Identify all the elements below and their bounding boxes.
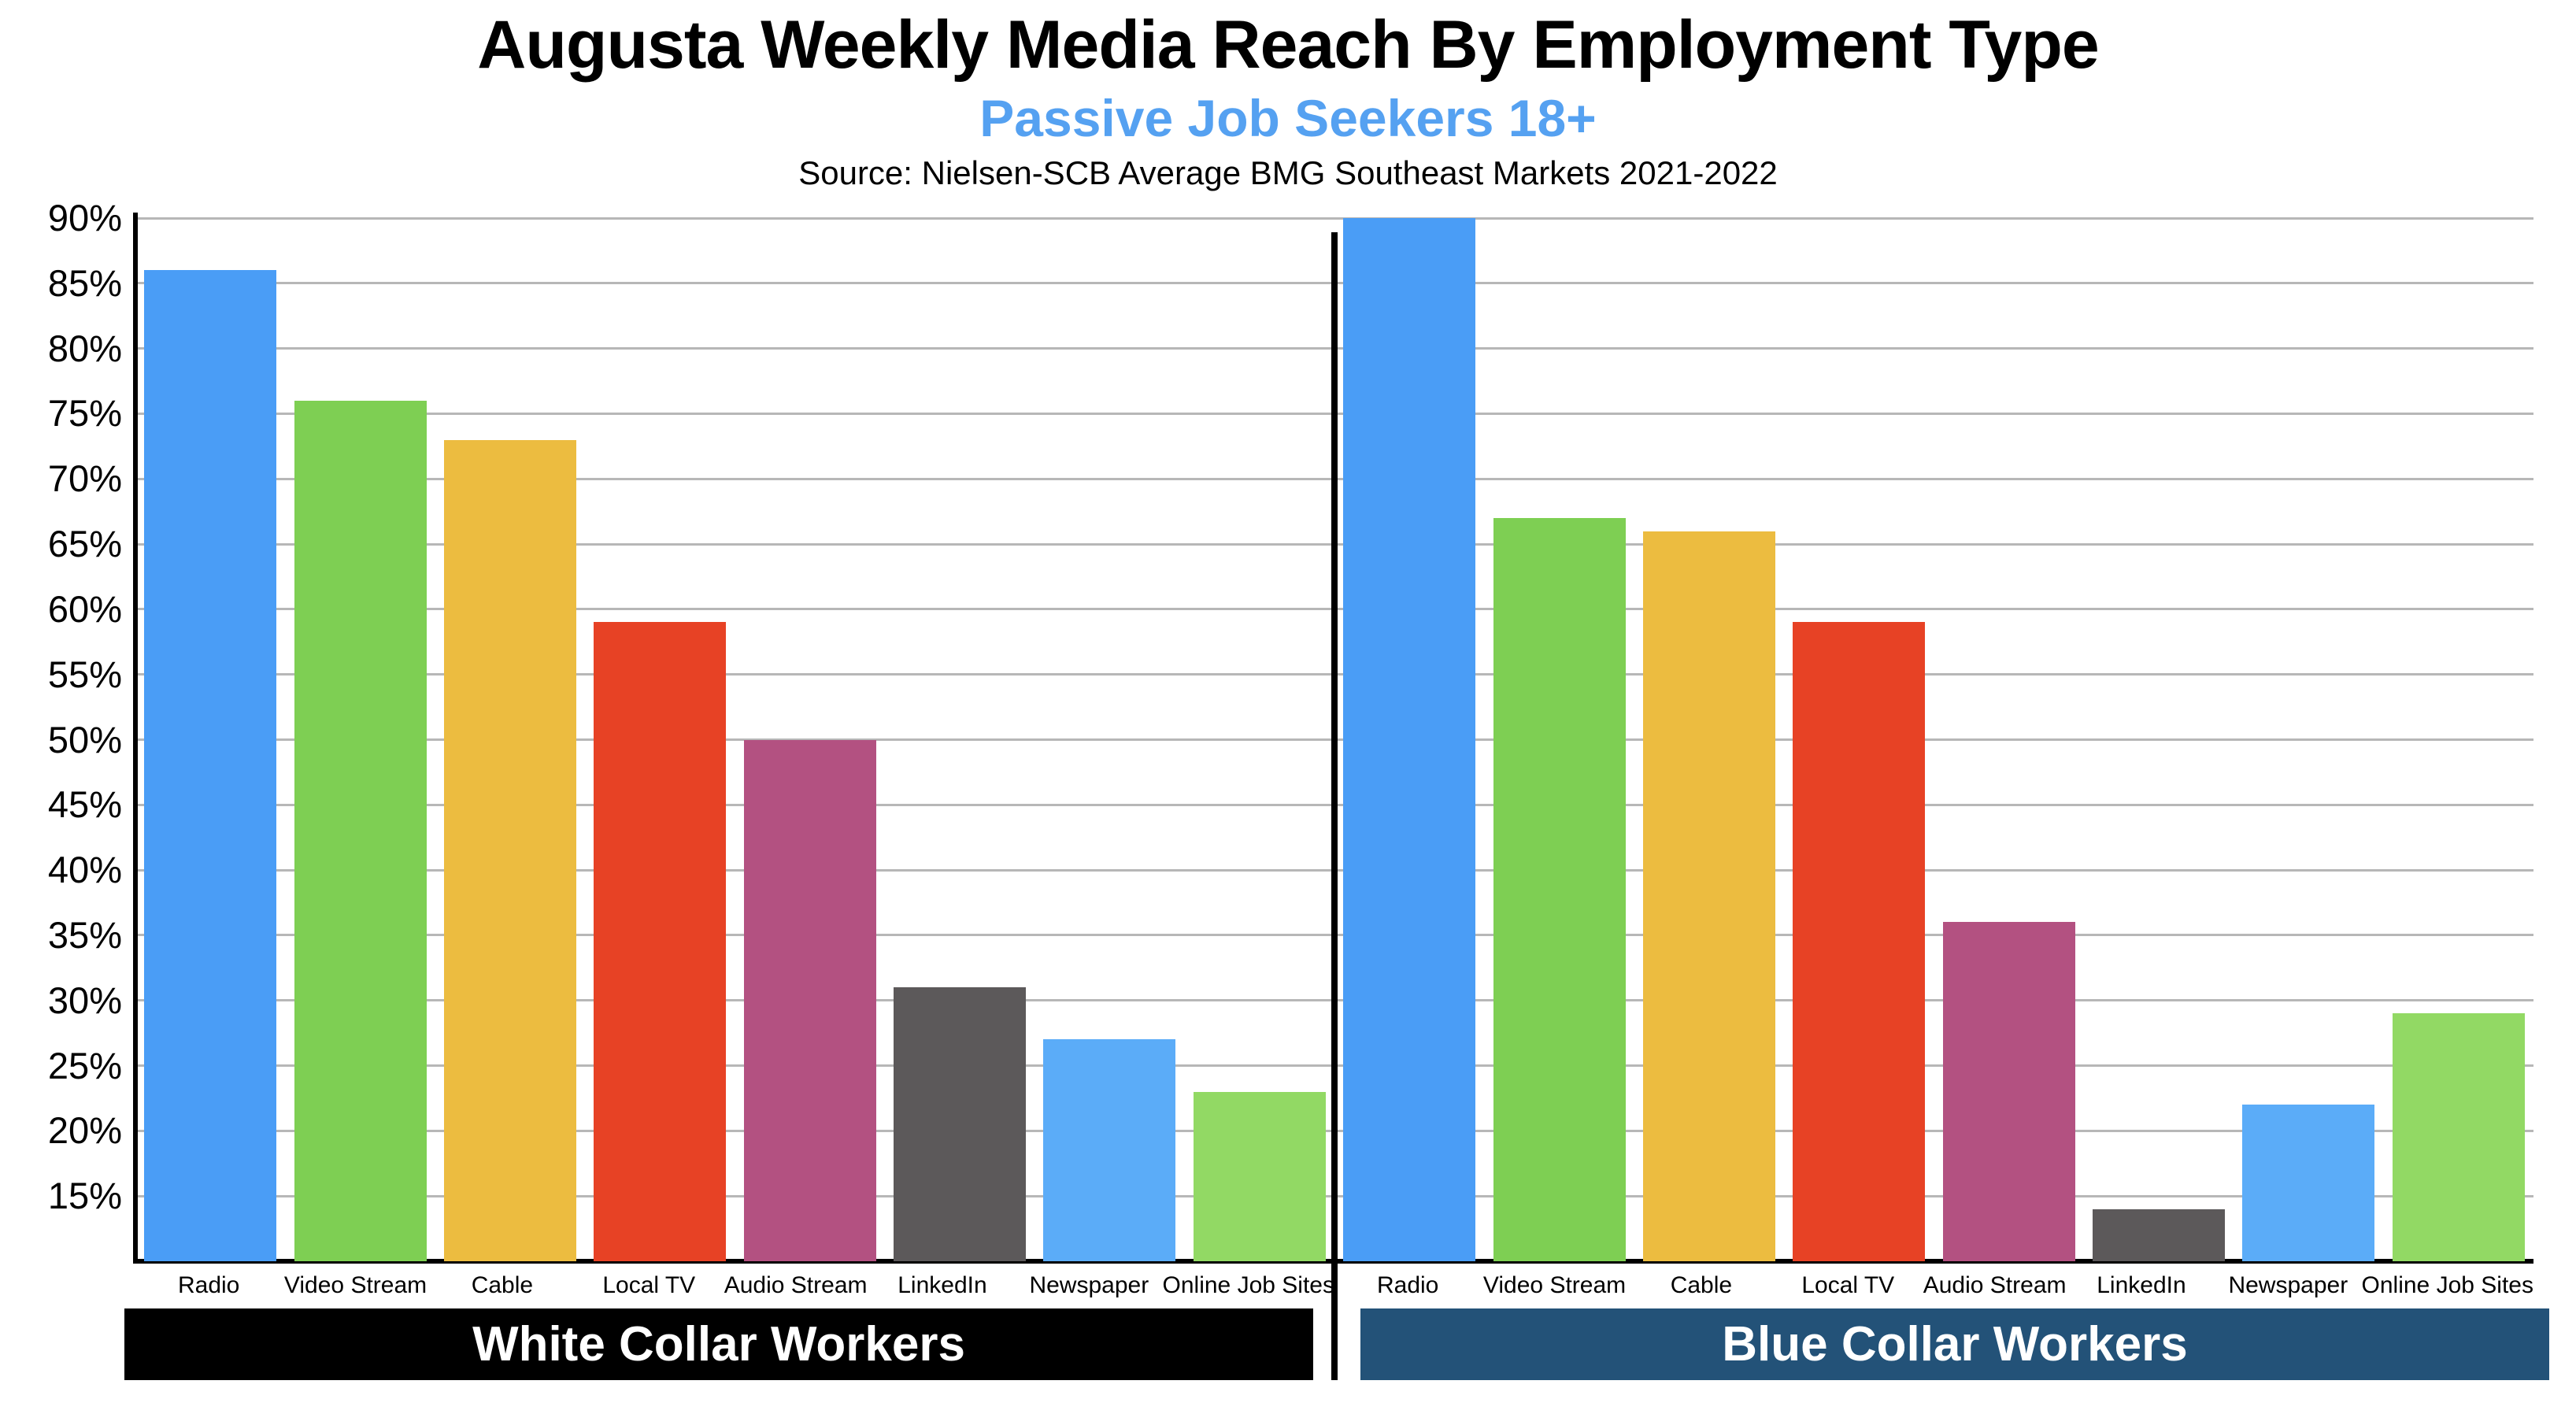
panel-label-blue-collar: Blue Collar Workers (1360, 1308, 2549, 1380)
category-label-radio: Radio (177, 1272, 240, 1298)
y-tick-label-75: 75% (47, 392, 122, 435)
y-tick-label-70: 70% (47, 457, 122, 500)
category-label-linkedin: LinkedIn (2097, 1272, 2186, 1298)
y-tick-label-25: 25% (47, 1044, 122, 1086)
source-note: Source: Nielsen-SCB Average BMG Southeas… (798, 154, 1778, 191)
y-tick-label-65: 65% (47, 523, 122, 565)
category-label-audio-stream: Audio Stream (1923, 1272, 2067, 1298)
bar-newspaper-white-collar (1043, 1039, 1176, 1261)
category-label-local-tv: Local TV (602, 1272, 696, 1298)
category-label-audio-stream: Audio Stream (724, 1272, 868, 1298)
category-label-online-job-sites: Online Job Sites (2361, 1272, 2533, 1298)
y-tick-label-55: 55% (47, 653, 122, 695)
bar-slot (435, 218, 585, 1261)
page-title: Augusta Weekly Media Reach By Employment… (477, 7, 2099, 83)
y-tick-label-50: 50% (47, 718, 122, 761)
category-label-radio: Radio (1376, 1272, 1439, 1298)
bar-slot (1634, 218, 1784, 1261)
bar-slot (1784, 218, 1934, 1261)
bar-local-tv-white-collar (594, 622, 727, 1261)
bar-slot (2234, 218, 2383, 1261)
category-labels-blue-collar: Radio Video Stream Cable Local TV Audio Stre… (1334, 1265, 2533, 1306)
y-axis-tick-labels: 90% 85% 80% 75% 70% 65% 60% 55% 50% 45% 40% 35% 30% 2… (0, 0, 122, 1425)
bar-cable-blue-collar (1642, 531, 1775, 1261)
chart-subtitle: Passive Job Seekers 18+ (979, 89, 1597, 147)
y-tick-label-90: 90% (47, 197, 122, 239)
bar-slot (1934, 218, 2084, 1261)
bar-radio-blue-collar (1343, 218, 1476, 1261)
panel-divider-line (1331, 232, 1338, 1380)
y-tick-label-45: 45% (47, 783, 122, 826)
bar-online-job-sites-white-collar (1193, 1091, 1326, 1261)
bar-audio-stream-blue-collar (1942, 922, 2075, 1261)
bar-group-blue-collar (1334, 218, 2533, 1261)
y-tick-label-35: 35% (47, 913, 122, 956)
bar-audio-stream-white-collar (743, 739, 876, 1261)
category-label-newspaper: Newspaper (2228, 1272, 2348, 1298)
bar-linkedin-blue-collar (2093, 1208, 2226, 1261)
category-label-cable: Cable (471, 1272, 534, 1298)
y-tick-label-15: 15% (47, 1175, 122, 1217)
bar-slot (1034, 218, 1184, 1261)
gridline-90 (135, 217, 2533, 220)
bar-slot (585, 218, 735, 1261)
bar-linkedin-white-collar (894, 987, 1027, 1261)
y-tick-label-20: 20% (47, 1109, 122, 1152)
bar-slot (1185, 218, 1334, 1261)
y-tick-label-85: 85% (47, 261, 122, 304)
y-tick-label-80: 80% (47, 327, 122, 369)
bar-slot (2084, 218, 2234, 1261)
category-label-video-stream: Video Stream (1482, 1272, 1627, 1298)
bar-video-stream-white-collar (294, 400, 427, 1261)
y-tick-label-30: 30% (47, 979, 122, 1021)
bar-slot (2384, 218, 2533, 1261)
bar-slot (285, 218, 435, 1261)
category-label-cable: Cable (1670, 1272, 1733, 1298)
bar-slot (1334, 218, 1484, 1261)
bar-slot (1484, 218, 1634, 1261)
bar-cable-white-collar (443, 439, 576, 1261)
bar-group-white-collar (135, 218, 1334, 1261)
bar-slot (885, 218, 1034, 1261)
panel-label-white-collar: White Collar Workers (124, 1308, 1313, 1380)
category-label-video-stream: Video Stream (283, 1272, 427, 1298)
category-labels-white-collar: Radio Video Stream Cable Local TV Audio Stre… (135, 1265, 1334, 1306)
bar-online-job-sites-blue-collar (2392, 1013, 2525, 1261)
category-label-linkedin: LinkedIn (898, 1272, 987, 1298)
panel-label-blue-collar-text: Blue Collar Workers (1722, 1317, 2188, 1371)
y-tick-label-40: 40% (47, 849, 122, 891)
category-label-online-job-sites: Online Job Sites (1162, 1272, 1334, 1298)
bar-newspaper-blue-collar (2242, 1105, 2375, 1261)
y-tick-label-60: 60% (47, 587, 122, 630)
panel-label-white-collar-text: White Collar Workers (472, 1317, 965, 1371)
category-label-local-tv: Local TV (1801, 1272, 1895, 1298)
bar-slot (135, 218, 285, 1261)
bar-radio-white-collar (144, 270, 277, 1261)
bar-video-stream-blue-collar (1493, 517, 1626, 1261)
y-axis-line (133, 213, 138, 1264)
bar-local-tv-blue-collar (1793, 622, 1926, 1261)
bar-slot (735, 218, 885, 1261)
category-label-newspaper: Newspaper (1029, 1272, 1149, 1298)
